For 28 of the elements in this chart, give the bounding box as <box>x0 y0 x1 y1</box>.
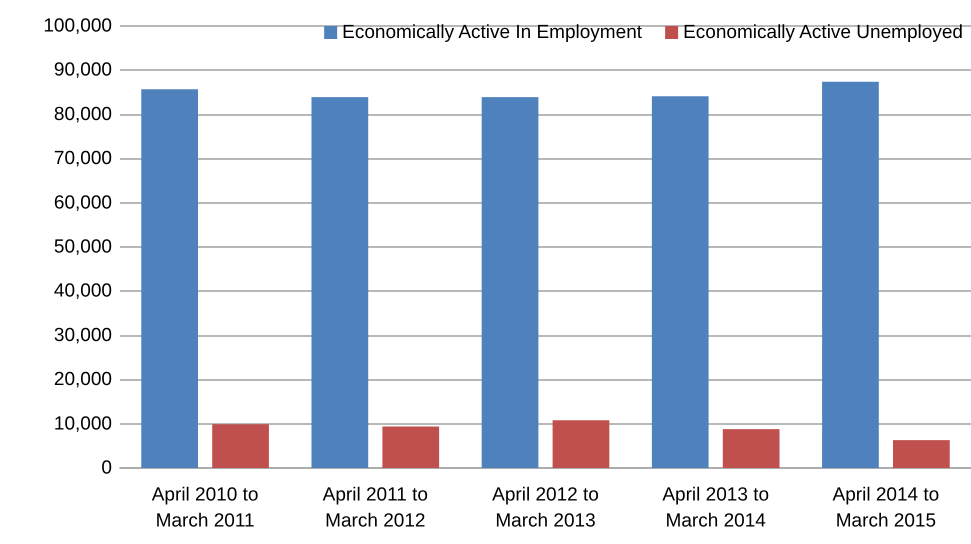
y-tick-label: 40,000 <box>54 280 112 302</box>
bar <box>892 440 950 468</box>
bar <box>311 97 368 468</box>
y-tick-label: 0 <box>101 458 112 478</box>
bar <box>652 96 709 468</box>
x-tick-label: April 2014 to March 2015 <box>832 484 940 532</box>
x-tick-label: April 2013 to March 2014 <box>662 484 770 532</box>
x-tick-label: April 2011 to March 2012 <box>322 484 428 532</box>
y-tick-label: 20,000 <box>54 369 112 390</box>
bar <box>212 424 269 468</box>
legend-label: Economically Active In Employment <box>342 22 643 43</box>
y-tick-label: 90,000 <box>54 60 112 81</box>
y-tick-label: 100,000 <box>43 16 112 36</box>
bar <box>382 426 440 468</box>
x-tick-label: April 2012 to March 2013 <box>492 484 599 532</box>
bar <box>822 82 879 468</box>
bar <box>552 420 610 468</box>
y-tick-label: 60,000 <box>54 192 112 214</box>
bar <box>482 97 538 468</box>
y-tick-label: 50,000 <box>54 236 112 258</box>
x-tick-label: April 2010 to March 2011 <box>152 484 258 532</box>
y-tick-label: 70,000 <box>54 148 112 170</box>
legend-label: Economically Active Unemployed <box>683 22 963 43</box>
bar <box>141 89 198 468</box>
bar <box>722 429 780 468</box>
y-tick-label: 30,000 <box>54 324 112 346</box>
y-tick-label: 80,000 <box>54 104 112 125</box>
y-tick-label: 10,000 <box>54 413 112 434</box>
